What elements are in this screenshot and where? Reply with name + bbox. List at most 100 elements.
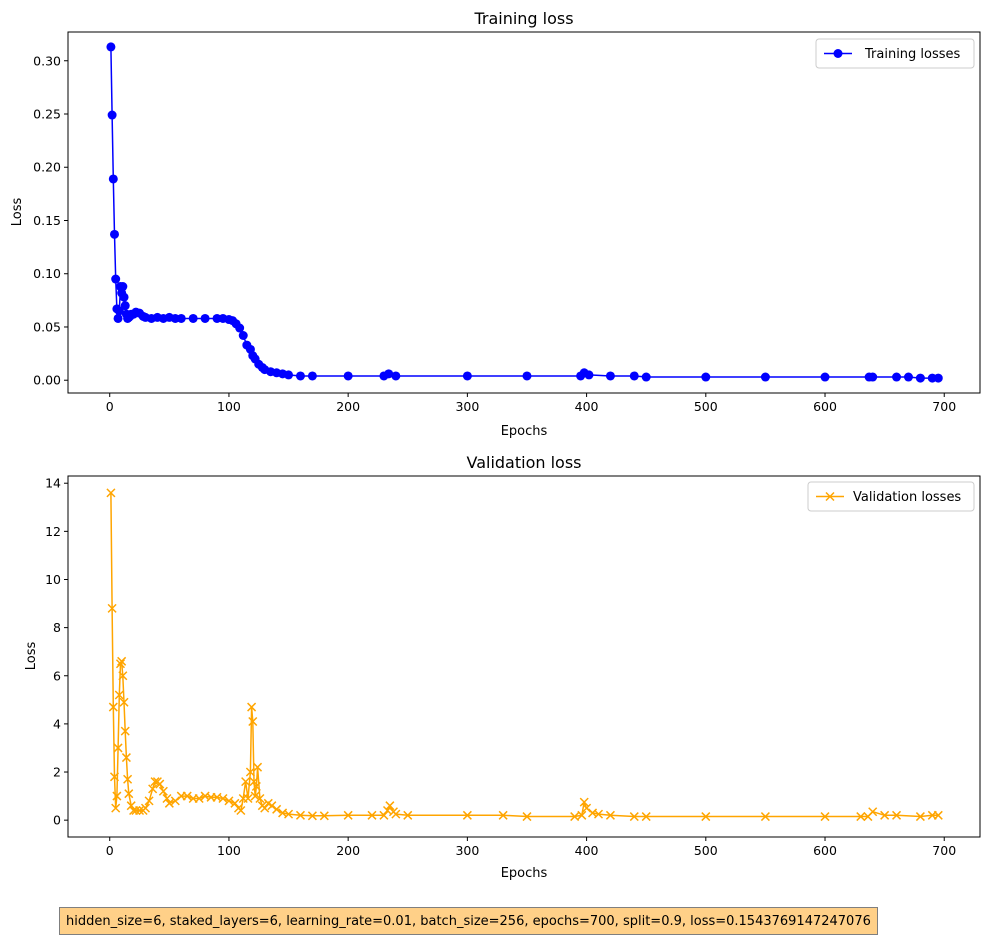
data-point	[933, 810, 943, 820]
data-point	[115, 659, 125, 669]
validation-y-axis-label: Loss	[24, 642, 39, 671]
x-tick-label: 0	[106, 843, 114, 858]
data-point	[162, 793, 172, 804]
data-point	[933, 373, 943, 383]
data-point	[118, 282, 128, 292]
data-point	[880, 810, 890, 820]
data-point	[120, 726, 130, 736]
y-tick-label: 0.00	[33, 373, 61, 388]
x-tick-label: 100	[217, 399, 241, 414]
x-tick-label: 0	[106, 399, 114, 414]
data-point	[131, 805, 141, 816]
x-tick-label: 200	[336, 843, 360, 858]
validation-legend-box	[807, 481, 975, 512]
validation-legend-marker	[825, 491, 835, 502]
data-point	[123, 774, 133, 784]
validation-plot-area	[67, 475, 981, 838]
x-tick-label: 600	[813, 843, 837, 858]
data-point	[124, 789, 134, 799]
y-tick-label: 10	[45, 572, 61, 587]
validation-legend-label: Validation losses	[853, 490, 961, 505]
data-point	[238, 330, 248, 340]
training-series	[106, 42, 943, 383]
data-point	[295, 810, 306, 820]
data-point	[255, 793, 265, 804]
data-point	[230, 798, 240, 808]
figure: Training loss Epochs Loss 0 100 200 300 400 5…	[10, 9, 981, 881]
data-point	[144, 796, 154, 806]
data-point	[319, 811, 329, 821]
training-legend: Training losses	[815, 38, 975, 69]
data-point	[701, 812, 711, 822]
y-tick-label: 12	[45, 524, 61, 539]
validation-series	[106, 488, 943, 822]
data-point	[391, 371, 401, 381]
data-point	[121, 753, 131, 763]
data-point	[247, 702, 257, 712]
data-point	[150, 777, 160, 787]
data-point	[114, 690, 124, 700]
data-point	[892, 372, 902, 382]
data-point	[760, 812, 770, 822]
data-point	[582, 803, 592, 813]
data-point	[584, 370, 594, 380]
data-point	[522, 812, 532, 822]
y-tick-label: 6	[53, 668, 61, 683]
data-point	[155, 779, 165, 789]
data-point	[120, 301, 130, 311]
data-point	[701, 372, 711, 382]
data-point	[224, 796, 234, 806]
validation-axis-ticks: 0 100 200 300 400 500 600 700 0 2 4 6 8 10 12 14	[45, 476, 956, 858]
y-tick-label: 0.30	[33, 53, 61, 68]
data-point	[267, 801, 277, 811]
x-tick-label: 100	[217, 843, 241, 858]
data-point	[384, 369, 394, 379]
x-tick-label: 500	[694, 399, 718, 414]
data-point	[570, 812, 580, 822]
data-point	[367, 810, 377, 820]
data-point	[134, 805, 145, 816]
data-point	[641, 372, 651, 382]
y-tick-label: 0.15	[33, 213, 61, 228]
data-point	[820, 812, 830, 822]
x-tick-label: 500	[694, 843, 718, 858]
data-point	[114, 306, 124, 316]
data-point	[579, 797, 589, 807]
data-point	[284, 370, 294, 380]
x-tick-label: 300	[455, 843, 479, 858]
data-point	[593, 809, 604, 819]
data-point	[522, 371, 532, 381]
data-point	[241, 777, 251, 787]
data-point	[403, 810, 413, 820]
data-point	[295, 371, 305, 381]
data-point	[307, 371, 317, 381]
data-point	[915, 373, 925, 383]
data-point	[111, 803, 121, 813]
y-tick-label: 2	[53, 765, 61, 780]
training-chart-title: Training loss	[473, 9, 573, 28]
data-point	[107, 603, 117, 613]
data-point	[106, 42, 116, 52]
data-point	[118, 671, 128, 681]
x-tick-label: 700	[932, 843, 956, 858]
data-point	[117, 656, 127, 666]
data-point	[188, 313, 198, 323]
data-point	[113, 313, 123, 323]
data-point	[218, 793, 228, 804]
data-point	[272, 804, 282, 814]
data-point	[605, 371, 615, 381]
training-legend-box	[815, 38, 975, 69]
data-point	[140, 803, 151, 813]
training-plot-area	[67, 31, 981, 394]
data-point	[915, 812, 925, 822]
data-point	[856, 812, 866, 822]
data-point	[903, 372, 913, 382]
data-point	[343, 810, 353, 820]
y-tick-label: 8	[53, 620, 61, 635]
data-point	[148, 784, 158, 794]
data-point	[106, 488, 116, 498]
x-tick-label: 300	[455, 399, 479, 414]
data-point	[108, 174, 118, 184]
data-point	[248, 716, 258, 727]
x-tick-label: 700	[932, 399, 956, 414]
